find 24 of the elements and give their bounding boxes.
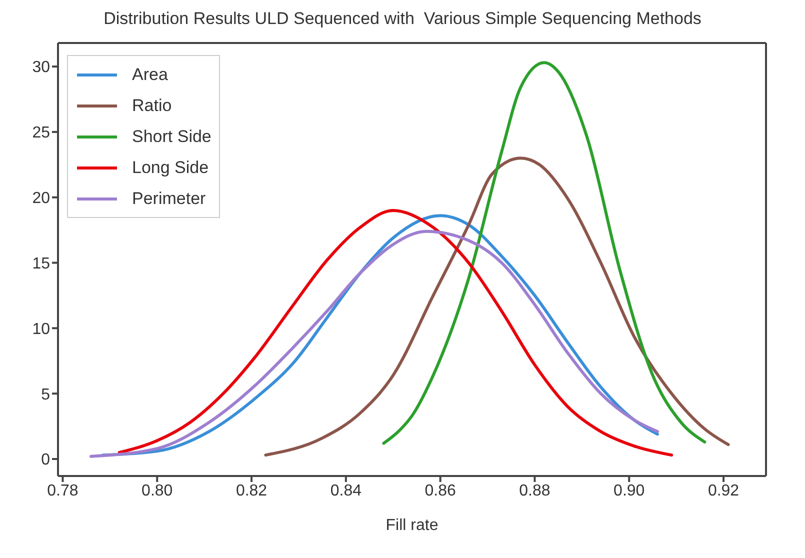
y-tick-label: 10: [32, 320, 50, 338]
x-tick-label: 0.88: [519, 482, 550, 500]
y-tick-label: 30: [32, 59, 50, 76]
line-series: [264, 156, 730, 457]
legend-label: Short Side: [132, 126, 212, 146]
x-axis-title: Fill rate: [386, 517, 438, 534]
chart-title: Distribution Results ULD Sequenced with Various Simple Sequencing Methods: [102, 8, 702, 30]
legend-label: Area: [132, 64, 168, 84]
legend-label: Long Side: [132, 158, 209, 178]
x-tick-label: 0.84: [330, 482, 362, 500]
x-tick-label: 0.78: [47, 482, 78, 500]
legend-label: Ratio: [132, 96, 172, 116]
y-tick-label: 5: [41, 386, 50, 404]
x-tick-label: 0.92: [708, 482, 740, 500]
x-tick-label: 0.86: [424, 482, 456, 500]
y-tick-label: 15: [32, 255, 50, 272]
x-tick-label: 0.82: [236, 482, 268, 500]
y-tick-label: 20: [32, 190, 50, 208]
line-series: [382, 61, 706, 445]
y-tick-label: 25: [32, 124, 50, 142]
legend-label: Perimeter: [132, 188, 206, 208]
y-tick-label: 0: [41, 452, 50, 469]
x-tick-label: 0.80: [142, 482, 173, 500]
x-tick-label: 0.90: [614, 482, 645, 500]
